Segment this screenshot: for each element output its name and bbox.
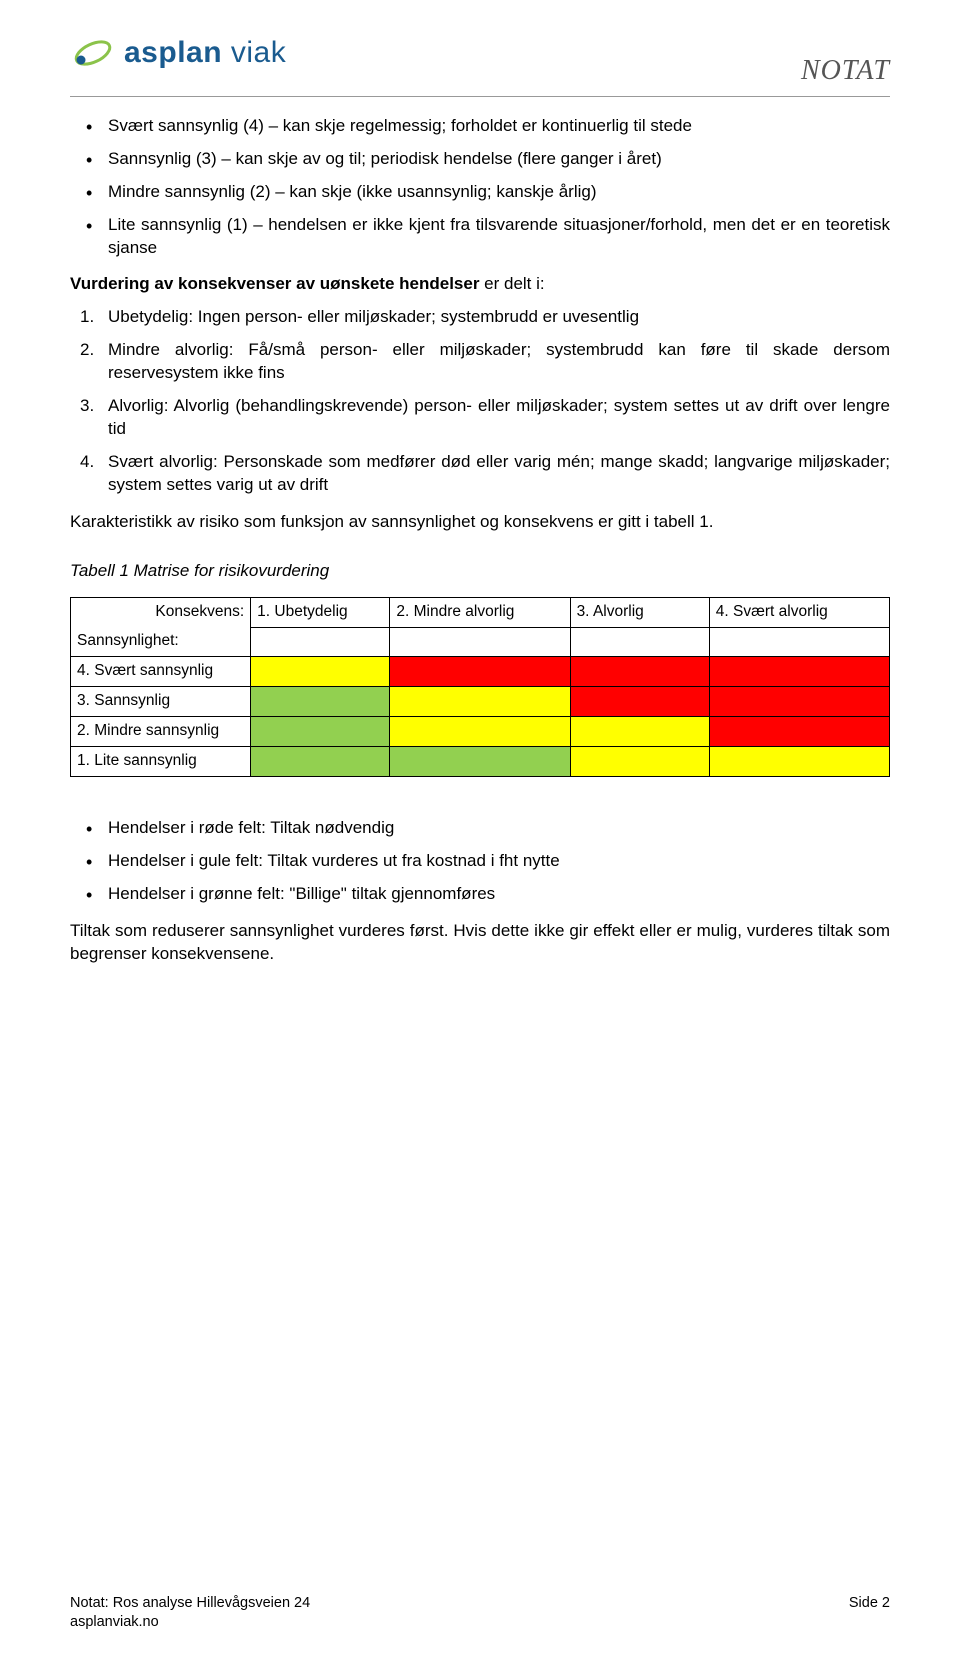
list-item: Ubetydelig: Ingen person- eller miljøska…	[108, 306, 890, 329]
logo: asplan viak	[70, 30, 286, 76]
table-row: 4. Svært sannsynlig	[71, 657, 890, 687]
empty-cell	[390, 627, 570, 656]
row-label: 4. Svært sannsynlig	[71, 657, 251, 687]
matrix-cell	[251, 657, 390, 687]
logo-text: asplan viak	[124, 33, 286, 74]
list-item: Alvorlig: Alvorlig (behandlingskrevende)…	[108, 395, 890, 441]
page-header: asplan viak NOTAT	[70, 30, 890, 97]
matrix-cell	[390, 746, 570, 776]
footer-page-number: Side 2	[849, 1594, 890, 1633]
footer-notat: Notat: Ros analyse Hillevågsveien 24	[70, 1594, 310, 1614]
logo-icon	[70, 30, 116, 76]
consequence-heading: Vurdering av konsekvenser av uønskete he…	[70, 273, 890, 296]
document-page: asplan viak NOTAT Svært sannsynlig (4) –…	[0, 0, 960, 1658]
matrix-cell	[570, 717, 709, 747]
page-footer: Notat: Ros analyse Hillevågsveien 24 asp…	[70, 1594, 890, 1633]
list-item: Hendelser i røde felt: Tiltak nødvendig	[108, 817, 890, 840]
matrix-cell	[709, 717, 889, 747]
table-caption: Tabell 1 Matrise for risikovurdering	[70, 560, 890, 583]
matrix-cell	[570, 746, 709, 776]
list-item: Mindre alvorlig: Få/små person- eller mi…	[108, 339, 890, 385]
matrix-cell	[570, 687, 709, 717]
header-cell-sannsynlighet: Sannsynlighet:	[71, 627, 251, 656]
row-label: 1. Lite sannsynlig	[71, 746, 251, 776]
list-item: Mindre sannsynlig (2) – kan skje (ikke u…	[108, 181, 890, 204]
probability-bullet-list: Svært sannsynlig (4) – kan skje regelmes…	[70, 115, 890, 260]
table-header-row: Konsekvens: 1. Ubetydelig 2. Mindre alvo…	[71, 597, 890, 627]
footer-left: Notat: Ros analyse Hillevågsveien 24 asp…	[70, 1594, 310, 1633]
risk-matrix-table: Konsekvens: 1. Ubetydelig 2. Mindre alvo…	[70, 597, 890, 777]
row-label: 3. Sannsynlig	[71, 687, 251, 717]
table-row: 1. Lite sannsynlig	[71, 746, 890, 776]
matrix-cell	[709, 746, 889, 776]
consequence-numbered-list: Ubetydelig: Ingen person- eller miljøska…	[70, 306, 890, 497]
tiltak-paragraph: Tiltak som reduserer sannsynlighet vurde…	[70, 920, 890, 966]
matrix-cell	[251, 746, 390, 776]
matrix-cell	[390, 657, 570, 687]
matrix-cell	[709, 657, 889, 687]
matrix-cell	[251, 717, 390, 747]
footer-url: asplanviak.no	[70, 1613, 310, 1633]
table-subheader-row: Sannsynlighet:	[71, 627, 890, 656]
list-item: Lite sannsynlig (1) – hendelsen er ikke …	[108, 214, 890, 260]
list-item: Svært alvorlig: Personskade som medfører…	[108, 451, 890, 497]
empty-cell	[251, 627, 390, 656]
list-item: Sannsynlig (3) – kan skje av og til; per…	[108, 148, 890, 171]
document-title: NOTAT	[801, 30, 890, 90]
matrix-cell	[390, 687, 570, 717]
list-item: Hendelser i grønne felt: "Billige" tilta…	[108, 883, 890, 906]
header-cell: 4. Svært alvorlig	[709, 597, 889, 627]
matrix-cell	[570, 657, 709, 687]
header-cell: 3. Alvorlig	[570, 597, 709, 627]
table-row: 2. Mindre sannsynlig	[71, 717, 890, 747]
list-item: Svært sannsynlig (4) – kan skje regelmes…	[108, 115, 890, 138]
karakteristikk-paragraph: Karakteristikk av risiko som funksjon av…	[70, 511, 890, 534]
header-cell: 1. Ubetydelig	[251, 597, 390, 627]
legend-bullet-list: Hendelser i røde felt: Tiltak nødvendig …	[70, 817, 890, 906]
table-row: 3. Sannsynlig	[71, 687, 890, 717]
empty-cell	[570, 627, 709, 656]
row-label: 2. Mindre sannsynlig	[71, 717, 251, 747]
empty-cell	[709, 627, 889, 656]
header-cell-konsekvens: Konsekvens:	[71, 597, 251, 627]
matrix-cell	[709, 687, 889, 717]
matrix-cell	[390, 717, 570, 747]
list-item: Hendelser i gule felt: Tiltak vurderes u…	[108, 850, 890, 873]
matrix-cell	[251, 687, 390, 717]
header-cell: 2. Mindre alvorlig	[390, 597, 570, 627]
